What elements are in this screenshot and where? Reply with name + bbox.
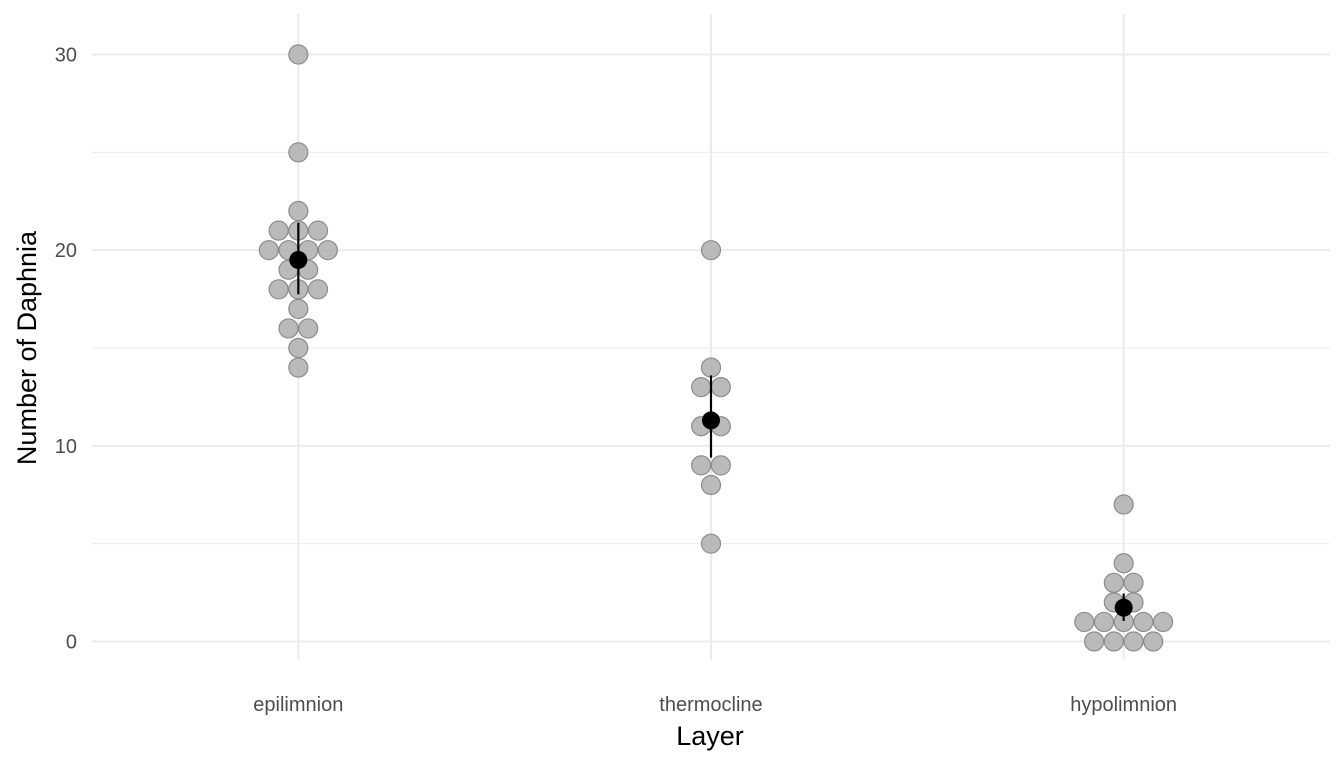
y-tick-label: 30	[55, 45, 77, 67]
y-axis-tick-labels: 0 10 20 30	[55, 45, 77, 654]
data-point	[700, 474, 722, 496]
data-point	[1123, 572, 1144, 593]
data-point	[710, 455, 731, 476]
data-point	[1152, 611, 1174, 633]
data-points	[258, 44, 1174, 652]
data-point	[1093, 611, 1115, 633]
x-axis-tick-labels: epilimnion thermocline hypolimnion	[253, 694, 1177, 716]
mean-point	[702, 411, 720, 430]
y-axis-title: Number of Daphnia	[12, 230, 42, 465]
data-point	[1143, 631, 1164, 652]
mean-points	[289, 250, 1133, 617]
data-point	[268, 220, 289, 241]
data-point	[700, 240, 722, 261]
data-point	[1113, 494, 1134, 515]
data-point	[710, 377, 731, 398]
mean-point	[289, 250, 308, 269]
y-tick-label: 0	[66, 632, 77, 654]
data-point	[1084, 631, 1105, 652]
major-gridlines	[92, 14, 1330, 660]
data-point	[1123, 631, 1144, 652]
data-point	[268, 279, 289, 300]
data-point	[1103, 631, 1124, 652]
data-point	[288, 142, 309, 163]
x-tick-label: thermocline	[659, 694, 762, 716]
y-tick-label: 20	[55, 240, 77, 262]
data-point	[1133, 611, 1154, 633]
data-point	[1113, 553, 1134, 574]
data-point	[288, 44, 309, 65]
data-point	[691, 455, 712, 476]
data-point	[307, 279, 329, 300]
data-point	[691, 377, 712, 398]
data-point	[288, 298, 309, 319]
data-point	[1103, 572, 1124, 593]
data-point	[1074, 611, 1095, 633]
x-tick-label: epilimnion	[253, 694, 343, 716]
data-point	[307, 220, 329, 241]
data-point	[288, 357, 309, 378]
data-point	[298, 318, 319, 339]
x-tick-label: hypolimnion	[1070, 694, 1177, 716]
x-axis-title: Layer	[676, 721, 744, 751]
data-point	[258, 240, 279, 261]
y-tick-label: 10	[55, 436, 77, 458]
data-point	[317, 240, 338, 261]
data-point	[278, 318, 299, 339]
data-point	[288, 200, 309, 222]
data-point	[288, 337, 309, 359]
data-point	[700, 357, 722, 378]
data-point	[700, 533, 722, 554]
mean-point	[1114, 598, 1133, 617]
